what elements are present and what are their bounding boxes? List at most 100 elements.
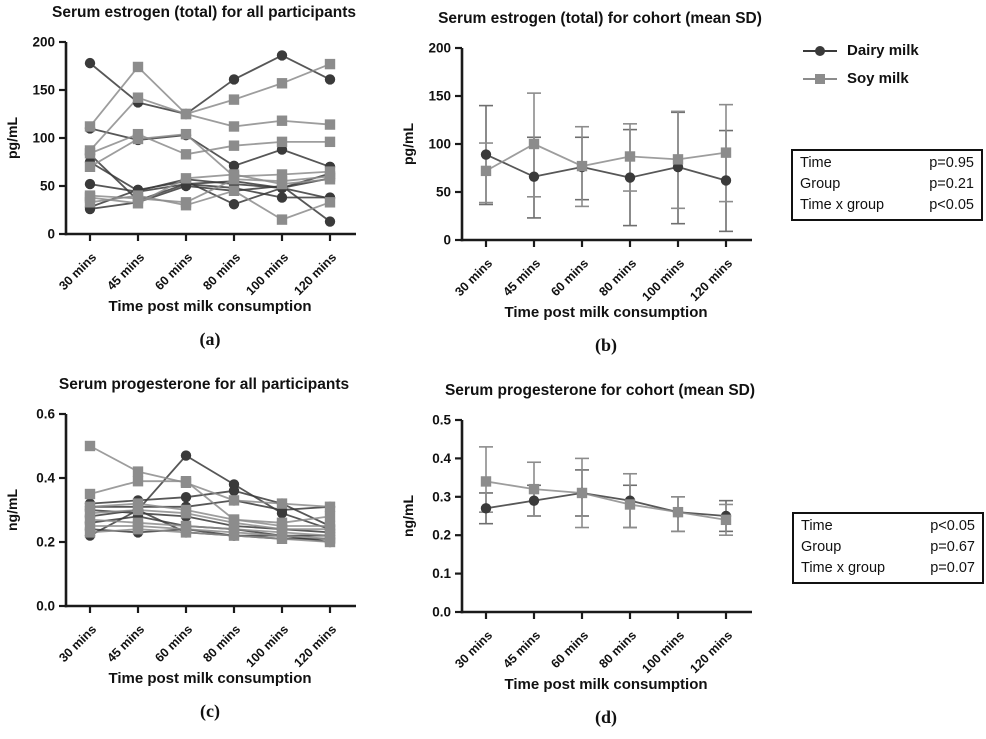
chart-svg-b: 0 50 100 150 200 30 mins 45 mins 60 mins 80 mins…	[400, 41, 752, 321]
circle-marker	[228, 160, 240, 172]
x-tick-label: 80 mins	[200, 250, 243, 293]
circle-marker	[276, 192, 288, 203]
square-marker	[276, 78, 288, 89]
panel-estrogen-cohort-mean-sd: Serum estrogen (total) for cohort (mean …	[400, 8, 778, 356]
y-tick-label: 0.2	[432, 528, 451, 543]
square-marker	[276, 169, 288, 180]
legend-item-dairy-milk: Dairy milk	[802, 42, 919, 59]
square-marker	[228, 169, 240, 180]
stats-box-estrogen: Time p=0.95 Group p=0.21 Time x group p<0.05	[791, 149, 983, 221]
stats-p-value: p=0.67	[930, 539, 975, 555]
square-marker	[324, 119, 336, 130]
y-tick-label: 0.2	[36, 535, 55, 550]
circle-marker	[480, 149, 492, 160]
square-marker	[132, 61, 144, 73]
y-tick-label: 50	[436, 185, 451, 200]
y-tick-label: 200	[428, 41, 451, 56]
x-tick-label: 100 mins	[639, 256, 687, 304]
y-tick-label: 0.4	[36, 471, 55, 486]
chart-svg-c: 0.0 0.2 0.4 0.6 30 mins 45 mins 60 mins 80 mins…	[4, 407, 356, 687]
y-tick-label: 150	[428, 89, 451, 104]
square-marker	[672, 506, 684, 518]
square-marker	[324, 174, 336, 185]
square-marker	[228, 140, 240, 151]
circle-marker	[228, 199, 240, 210]
panel-progesterone-all-participants: Serum progesterone for all participants …	[4, 374, 382, 722]
square-marker	[720, 147, 732, 158]
chart-canvas-a: 0 50 100 150 200 30 mins 45 mins 60 mins 80 mins…	[4, 28, 379, 321]
x-tick-label: 120 mins	[291, 622, 339, 670]
y-tick-label: 0	[47, 227, 55, 242]
circle-marker	[180, 492, 192, 503]
square-marker	[228, 94, 240, 105]
x-tick-label: 120 mins	[687, 256, 735, 304]
square-marker	[624, 151, 636, 162]
circle-marker	[228, 485, 240, 496]
square-marker	[180, 508, 192, 519]
stats-row-time: Time p<0.05	[801, 516, 975, 537]
square-marker	[132, 198, 144, 209]
x-tick-label: 30 mins	[56, 250, 99, 293]
circle-marker	[84, 178, 96, 190]
y-tick-label: 0	[443, 233, 451, 248]
panel-label-b: (b)	[595, 335, 617, 355]
square-marker	[132, 92, 144, 103]
x-tick-label: 60 mins	[152, 250, 195, 293]
square-marker	[528, 483, 540, 495]
y-axis-title: pg/mL	[4, 117, 20, 159]
x-tick-label: 80 mins	[596, 628, 639, 671]
x-tick-label: 30 mins	[452, 628, 495, 671]
circle-marker	[480, 503, 492, 514]
y-tick-label: 100	[428, 137, 451, 152]
x-tick-label: 60 mins	[548, 628, 591, 671]
circle-marker	[180, 450, 192, 461]
legend-item-soy-milk: Soy milk	[802, 70, 919, 87]
square-marker	[132, 476, 144, 487]
x-tick-label: 30 mins	[56, 622, 99, 665]
stats-p-value: p=0.07	[930, 560, 975, 576]
square-marker	[228, 495, 240, 506]
legend-label: Dairy milk	[847, 42, 919, 59]
stats-p-value: p=0.95	[929, 155, 974, 171]
square-marker	[324, 524, 336, 535]
square-marker	[276, 115, 288, 126]
square-marker	[84, 501, 96, 512]
x-tick-label: 100 mins	[243, 250, 291, 298]
y-tick-label: 0.6	[36, 407, 55, 422]
stats-box-progesterone: Time p<0.05 Group p=0.67 Time x group p=0.07	[792, 512, 984, 584]
square-marker	[180, 200, 192, 211]
chart-svg-a: 0 50 100 150 200 30 mins 45 mins 60 mins 80 mins…	[4, 35, 356, 315]
square-marker	[132, 190, 144, 201]
stats-term: Time	[800, 155, 832, 171]
stats-row-time-x-group: Time x group p=0.07	[801, 558, 975, 579]
y-axis-title: ng/mL	[400, 495, 416, 537]
circle-marker	[228, 74, 240, 85]
square-marker	[528, 138, 540, 150]
y-tick-label: 0.1	[432, 566, 451, 581]
x-axis-title: Time post milk consumption	[108, 298, 311, 315]
x-tick-label: 45 mins	[500, 256, 543, 299]
square-marker	[276, 178, 288, 190]
y-tick-label: 0.5	[432, 413, 451, 428]
x-tick-label: 80 mins	[596, 256, 639, 299]
square-marker	[324, 136, 336, 148]
square-marker-icon	[803, 73, 837, 84]
square-marker	[228, 517, 240, 528]
square-marker	[84, 161, 96, 172]
panel-label-c: (c)	[200, 701, 220, 721]
square-marker	[228, 530, 240, 541]
panel-progesterone-cohort-mean-sd: Serum progesterone for cohort (mean SD) …	[400, 380, 778, 728]
x-tick-label: 120 mins	[687, 628, 735, 676]
square-marker	[276, 136, 288, 148]
x-tick-label: 100 mins	[243, 622, 291, 670]
y-tick-label: 0.3	[432, 489, 451, 504]
square-marker	[576, 487, 588, 499]
y-tick-label: 0.0	[432, 605, 451, 620]
square-marker	[480, 476, 492, 487]
square-marker	[180, 108, 192, 120]
square-marker	[276, 214, 288, 225]
square-marker	[324, 501, 336, 512]
y-tick-label: 200	[32, 35, 55, 50]
x-tick-label: 45 mins	[500, 628, 543, 671]
circle-marker	[528, 495, 540, 506]
